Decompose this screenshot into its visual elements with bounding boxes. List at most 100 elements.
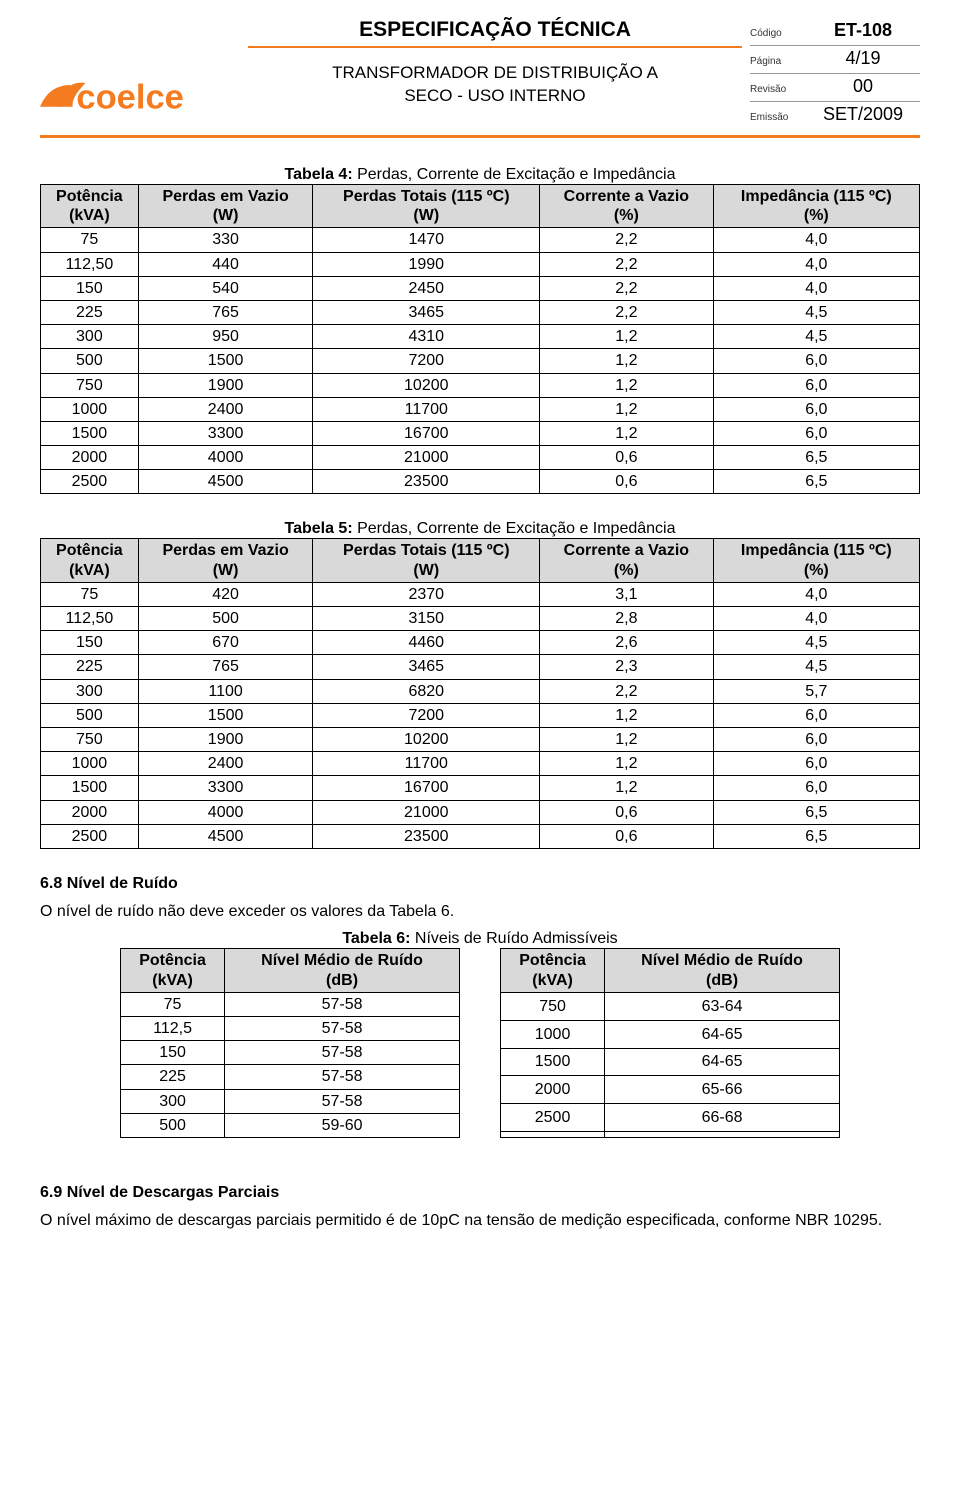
table-cell: 57-58	[225, 1041, 460, 1065]
table-cell: 1500	[41, 421, 139, 445]
table-cell: 765	[138, 655, 313, 679]
table-cell: 4,0	[713, 607, 919, 631]
table-cell: 1900	[138, 727, 313, 751]
table-col-header: Perdas em Vazio(W)	[138, 185, 313, 228]
table-cell: 225	[121, 1065, 225, 1089]
table-cell: 3150	[313, 607, 540, 631]
table-col-header: Potência(kVA)	[121, 949, 225, 992]
meta-revisao-value: 00	[806, 76, 920, 97]
table-cell: 11700	[313, 752, 540, 776]
table-cell: 1900	[138, 373, 313, 397]
table-cell: 420	[138, 582, 313, 606]
table-row: 15067044602,64,5	[41, 631, 920, 655]
table-cell: 0,6	[540, 446, 714, 470]
table-cell: 3300	[138, 421, 313, 445]
table-cell: 10200	[313, 373, 540, 397]
table-row: 500150072001,26,0	[41, 703, 920, 727]
table-cell: 112,50	[41, 607, 139, 631]
table-cell: 16700	[313, 421, 540, 445]
meta-revisao-label: Revisão	[750, 84, 796, 95]
logo: coelce	[40, 18, 240, 129]
table-cell: 4,0	[713, 252, 919, 276]
table-cell: 225	[41, 655, 139, 679]
table-row: 112,5050031502,84,0	[41, 607, 920, 631]
table-cell: 4,5	[713, 325, 919, 349]
table-cell: 57-58	[225, 1089, 460, 1113]
table-cell: 1500	[138, 703, 313, 727]
table-col-header: Potência(kVA)	[501, 949, 605, 992]
table-cell: 0,6	[540, 824, 714, 848]
table-cell: 2450	[313, 276, 540, 300]
table-cell: 2000	[501, 1076, 605, 1104]
table-row: 7501900102001,26,0	[41, 727, 920, 751]
table-cell: 6,5	[713, 446, 919, 470]
table-cell: 1500	[138, 349, 313, 373]
table-col-header: Impedância (115 ºC)(%)	[713, 185, 919, 228]
table-cell: 59-60	[225, 1113, 460, 1137]
table-cell: 2,2	[540, 228, 714, 252]
table4-caption: Tabela 4: Perdas, Corrente de Excitação …	[40, 166, 920, 184]
table-cell: 6,5	[713, 470, 919, 494]
table-cell: 11700	[313, 397, 540, 421]
table-row: 250066-68	[501, 1104, 840, 1132]
table-cell: 150	[121, 1041, 225, 1065]
sub-title-1: TRANSFORMADOR DE DISTRIBUIÇÃO A	[248, 62, 742, 85]
table-cell: 2,2	[540, 252, 714, 276]
table6-caption: Tabela 6: Níveis de Ruído Admissíveis	[40, 930, 920, 948]
table-cell: 6,0	[713, 752, 919, 776]
coelce-logo-icon: coelce	[40, 64, 240, 124]
table-cell: 6,0	[713, 421, 919, 445]
table-col-header: Nível Médio de Ruído(dB)	[225, 949, 460, 992]
table-row: 22557-58	[121, 1065, 460, 1089]
table-cell: 6,0	[713, 349, 919, 373]
table-col-header: Corrente a Vazio(%)	[540, 185, 714, 228]
table-cell: 500	[41, 349, 139, 373]
table-cell: 330	[138, 228, 313, 252]
table-cell: 2400	[138, 752, 313, 776]
table-cell: 2000	[41, 446, 139, 470]
table-cell: 4000	[138, 800, 313, 824]
table-cell: 2500	[501, 1104, 605, 1132]
table-cell: 300	[121, 1089, 225, 1113]
table-cell: 300	[41, 679, 139, 703]
table-cell: 0,6	[540, 800, 714, 824]
table-cell	[605, 1132, 840, 1138]
table-cell: 63-64	[605, 992, 840, 1020]
table-cell: 4,5	[713, 655, 919, 679]
table-row: 7533014702,24,0	[41, 228, 920, 252]
table-cell: 3465	[313, 655, 540, 679]
sub-title-2: SECO - USO INTERNO	[248, 85, 742, 108]
table-row: 15057-58	[121, 1041, 460, 1065]
spec-title: ESPECIFICAÇÃO TÉCNICA	[248, 18, 742, 42]
table-cell: 2,2	[540, 276, 714, 300]
table-col-header: Perdas Totais (115 ºC)(W)	[313, 185, 540, 228]
meta-emissao-value: SET/2009	[806, 104, 920, 125]
table-col-header: Corrente a Vazio(%)	[540, 539, 714, 582]
table-cell: 440	[138, 252, 313, 276]
table-cell: 1500	[501, 1048, 605, 1076]
table-cell: 4500	[138, 824, 313, 848]
table-cell: 1,2	[540, 776, 714, 800]
table-cell: 75	[41, 228, 139, 252]
table4: Potência(kVA)Perdas em Vazio(W)Perdas To…	[40, 184, 920, 494]
table-row: 50059-60	[121, 1113, 460, 1137]
table-cell: 1,2	[540, 397, 714, 421]
table-row: 10002400117001,26,0	[41, 752, 920, 776]
table-cell: 66-68	[605, 1104, 840, 1132]
table-cell: 750	[501, 992, 605, 1020]
table-row: 112,5044019902,24,0	[41, 252, 920, 276]
table-cell: 7200	[313, 703, 540, 727]
table-cell: 1,2	[540, 727, 714, 751]
meta-codigo-label: Código	[750, 28, 796, 39]
table-cell: 2,3	[540, 655, 714, 679]
table-row: 22576534652,24,5	[41, 300, 920, 324]
table-cell: 4310	[313, 325, 540, 349]
table5: Potência(kVA)Perdas em Vazio(W)Perdas To…	[40, 538, 920, 848]
table-row: 22576534652,34,5	[41, 655, 920, 679]
table-row	[501, 1132, 840, 1138]
table-cell: 16700	[313, 776, 540, 800]
table-cell: 6,0	[713, 397, 919, 421]
table-cell: 4,0	[713, 276, 919, 300]
table-row: 25004500235000,66,5	[41, 470, 920, 494]
table-cell: 1,2	[540, 703, 714, 727]
